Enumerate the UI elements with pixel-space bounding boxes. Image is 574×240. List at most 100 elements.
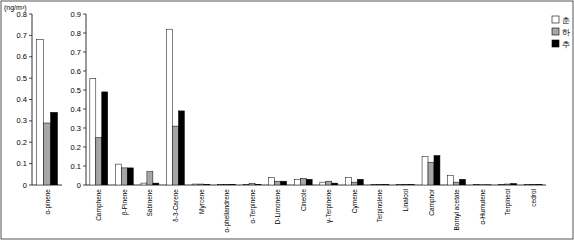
bar [371, 184, 377, 185]
bar [218, 184, 224, 185]
panel: 00.10.20.30.40.50.60.70.8(ng/m³)α-pinene [4, 4, 62, 214]
bar [306, 179, 312, 185]
bar [102, 92, 108, 185]
bar [402, 184, 408, 185]
bar [178, 111, 184, 185]
x-tick-label: Terpinolene [376, 189, 384, 223]
bar [397, 184, 403, 185]
x-tick-label: Terpineol [504, 188, 512, 215]
bar [192, 184, 198, 185]
bar [530, 184, 536, 185]
bar [448, 176, 454, 186]
bars [90, 29, 542, 185]
y-tick [29, 35, 32, 36]
y-tick-label: 0.5 [17, 74, 27, 83]
bar [294, 179, 300, 185]
bar [281, 181, 287, 185]
y-tick-label: 0 [23, 181, 27, 190]
bar [198, 184, 204, 185]
bar [96, 138, 102, 186]
y-tick-label: 0.4 [71, 105, 81, 114]
bar [275, 181, 281, 185]
bar [428, 162, 434, 185]
legend-swatch [552, 16, 559, 23]
chart: 0 0.1 0.2 0.3 0.4 0.5 0.6 0.7 0.8 (ng/m³) α-pinene… [0, 0, 574, 240]
x-tick-label: γ-Terpinene [325, 189, 333, 223]
y-tick [29, 14, 32, 15]
y-tick-label: 0.6 [71, 67, 81, 76]
y-tick-label: 0.5 [71, 86, 81, 95]
bar [51, 112, 58, 185]
y-tick [83, 166, 86, 167]
x-tick-label: α-Humulene [479, 189, 486, 225]
bar [167, 29, 173, 185]
bar [243, 184, 249, 185]
y-tick [83, 52, 86, 53]
y-tick [83, 14, 86, 15]
bar [320, 182, 326, 185]
frame [1, 1, 573, 239]
y-tick-label: 0.3 [71, 124, 81, 133]
legend-label: 하 [562, 28, 570, 37]
x-tick-label: α-pinene [44, 189, 52, 215]
bar [230, 184, 236, 185]
y-tick [29, 56, 32, 57]
bar [473, 184, 479, 185]
bar [147, 172, 153, 185]
y-tick-label: 0.7 [71, 48, 81, 57]
x-tick-label: Camphene [95, 189, 103, 221]
panel: 00.10.20.30.40.50.60.70.80.9Campheneβ-Pi… [71, 10, 570, 233]
y-tick-label: 0.8 [71, 29, 81, 38]
y-tick [29, 163, 32, 164]
y-tick [83, 90, 86, 91]
y-tick [29, 142, 32, 143]
bar [351, 182, 357, 185]
x-tick-label: Camphor [428, 188, 436, 216]
bar [269, 177, 275, 185]
y-tick [29, 78, 32, 79]
y-tick-label: 0.2 [17, 138, 27, 147]
bar [172, 126, 178, 185]
bar [524, 184, 530, 185]
bar [224, 184, 230, 185]
x-tick-label: β-Pinene [121, 189, 129, 216]
bar [511, 183, 517, 185]
y-tick-label: 0.6 [17, 52, 27, 61]
bar [44, 123, 51, 185]
bar [479, 184, 485, 185]
bar [422, 157, 428, 186]
bar [357, 179, 363, 185]
legend-label: 춘 [562, 16, 570, 25]
bar [249, 183, 255, 185]
bar [332, 183, 338, 185]
y-tick [83, 147, 86, 148]
y-axis [86, 14, 87, 185]
bar [127, 168, 133, 185]
x-tick-label: Bornyl acetate [453, 189, 461, 231]
y-tick [29, 120, 32, 121]
bar [383, 184, 389, 185]
bar [460, 179, 466, 185]
y-axis-label: (ng/m³) [4, 4, 27, 12]
bars [37, 40, 58, 185]
bar [255, 184, 261, 185]
bar [121, 168, 127, 185]
bar [377, 184, 383, 185]
y-tick-label: 0.1 [71, 162, 81, 171]
x-tick-label: Cymene [351, 189, 359, 214]
y-tick-label: 0.2 [71, 143, 81, 152]
bar [499, 184, 505, 185]
y-tick [83, 109, 86, 110]
x-tick-label: Linalool [402, 188, 409, 211]
y-tick-label: 0 [77, 181, 81, 190]
bar [90, 79, 96, 185]
y-tick [29, 185, 32, 186]
y-tick-label: 0.4 [17, 95, 27, 104]
y-tick [83, 71, 86, 72]
y-tick [83, 185, 86, 186]
bar [326, 181, 332, 185]
legend: 춘하추 [552, 16, 570, 49]
bar [204, 184, 210, 185]
bar [141, 183, 147, 185]
legend-swatch [552, 40, 559, 47]
